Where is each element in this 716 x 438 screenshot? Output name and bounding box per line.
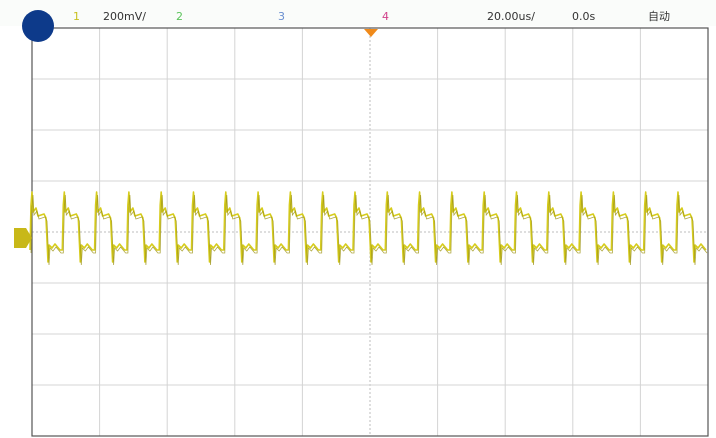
status-indicator[interactable] xyxy=(22,10,54,42)
channel-1-scale: 200mV/ xyxy=(103,10,146,23)
oscilloscope-screen: 1 200mV/ 2 3 4 20.00us/ 0.0s 自动 xyxy=(0,0,716,438)
timebase: 20.00us/ xyxy=(487,10,535,23)
channel-2-label[interactable]: 2 xyxy=(176,10,183,23)
channel-3-label[interactable]: 3 xyxy=(278,10,285,23)
background xyxy=(0,0,716,438)
channel-1-label[interactable]: 1 xyxy=(73,10,80,23)
trigger-mode[interactable]: 自动 xyxy=(648,10,670,23)
channel-4-label[interactable]: 4 xyxy=(382,10,389,23)
time-offset: 0.0s xyxy=(572,10,595,23)
